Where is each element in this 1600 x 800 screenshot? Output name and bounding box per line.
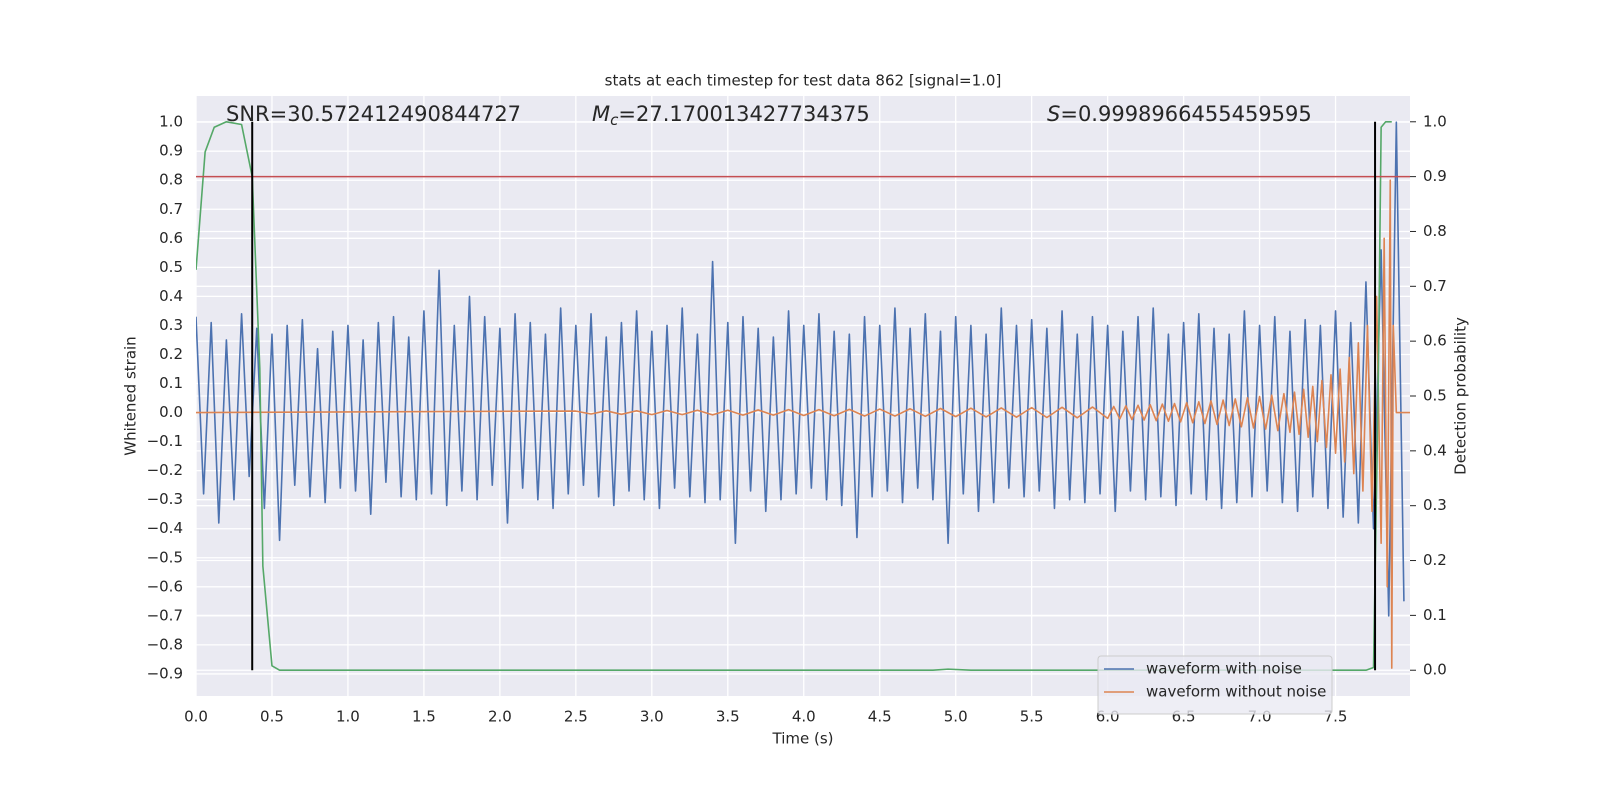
legend-label: waveform with noise: [1146, 660, 1302, 678]
annotation-text: =27.170013427734375: [618, 102, 869, 126]
x-tick-label: 5.5: [1020, 708, 1044, 726]
x-tick-label: 1.5: [412, 708, 436, 726]
y-tick-label: −0.4: [147, 519, 183, 537]
y2-tick-label: 0.0: [1423, 661, 1447, 679]
x-tick-label: 0.0: [184, 708, 208, 726]
y-tick-label: −0.7: [147, 606, 183, 624]
x-tick-label: 3.0: [640, 708, 664, 726]
y-tick-label: −0.6: [147, 577, 183, 595]
annotation-text: SNR=30.572412490844727: [226, 102, 521, 126]
y-tick-label: −0.3: [147, 490, 183, 508]
x-tick-label: 4.5: [868, 708, 892, 726]
y-tick-label: −0.8: [147, 635, 183, 653]
annotation-text: =0.9998966455459595: [1060, 102, 1311, 126]
y-tick-label: 1.0: [159, 113, 183, 131]
y-axis-label: Whitened strain: [122, 336, 140, 455]
y-tick-label: 0.6: [159, 229, 183, 247]
legend-box: [1097, 655, 1333, 715]
y-tick-label: −0.1: [147, 432, 183, 450]
series-line: [196, 179, 1410, 669]
y2-tick-label: 0.7: [1423, 277, 1447, 295]
x-tick-label: 5.0: [944, 708, 968, 726]
annotation: SNR=30.572412490844727: [226, 102, 521, 126]
x-axis-label: Time (s): [772, 730, 834, 748]
x-tick-label: 0.5: [260, 708, 284, 726]
y-tick-label: 0.8: [159, 171, 183, 189]
y2-tick-label: 0.5: [1423, 387, 1447, 405]
annotation: S=0.9998966455459595: [1047, 102, 1312, 126]
y-tick-label: −0.5: [147, 548, 183, 566]
y2-tick-label: 0.2: [1423, 551, 1447, 569]
y-tick-label: 0.5: [159, 258, 183, 276]
chart-title: stats at each timestep for test data 862…: [605, 72, 1002, 90]
y2-tick-label: 0.3: [1423, 496, 1447, 514]
y2-tick-label: 0.8: [1423, 222, 1447, 240]
y2-tick-label: 0.1: [1423, 606, 1447, 624]
y2-tick-label: 0.9: [1423, 167, 1447, 185]
x-tick-label: 1.0: [336, 708, 360, 726]
y-tick-label: 0.3: [159, 316, 183, 334]
y-tick-label: −0.2: [147, 461, 183, 479]
x-tick-label: 3.5: [716, 708, 740, 726]
y-tick-label: 0.0: [159, 403, 183, 421]
series-line: [196, 120, 1392, 672]
y-tick-label: 0.7: [159, 200, 183, 218]
series-line: [196, 121, 1405, 617]
x-tick-label: 2.5: [564, 708, 588, 726]
y-tick-label: 0.9: [159, 142, 183, 160]
annotation-subscript: c: [610, 111, 619, 129]
annotation: Mc=27.170013427734375: [592, 102, 870, 129]
y2-tick-label: 0.4: [1423, 441, 1447, 459]
x-tick-label: 4.0: [792, 708, 816, 726]
x-tick-label: 2.0: [488, 708, 512, 726]
annotation-symbol: M: [592, 102, 610, 126]
y2-tick-label: 0.6: [1423, 332, 1447, 350]
y-tick-label: 0.2: [159, 345, 183, 363]
y-tick-label: 0.1: [159, 374, 183, 392]
y-tick-label: 0.4: [159, 287, 183, 305]
y2-tick-label: 1.0: [1423, 112, 1447, 130]
legend-label: waveform without noise: [1146, 683, 1326, 701]
annotation-symbol: S: [1047, 102, 1060, 126]
y2-axis-label: Detection probability: [1452, 317, 1470, 475]
y-tick-label: −0.9: [147, 664, 183, 682]
